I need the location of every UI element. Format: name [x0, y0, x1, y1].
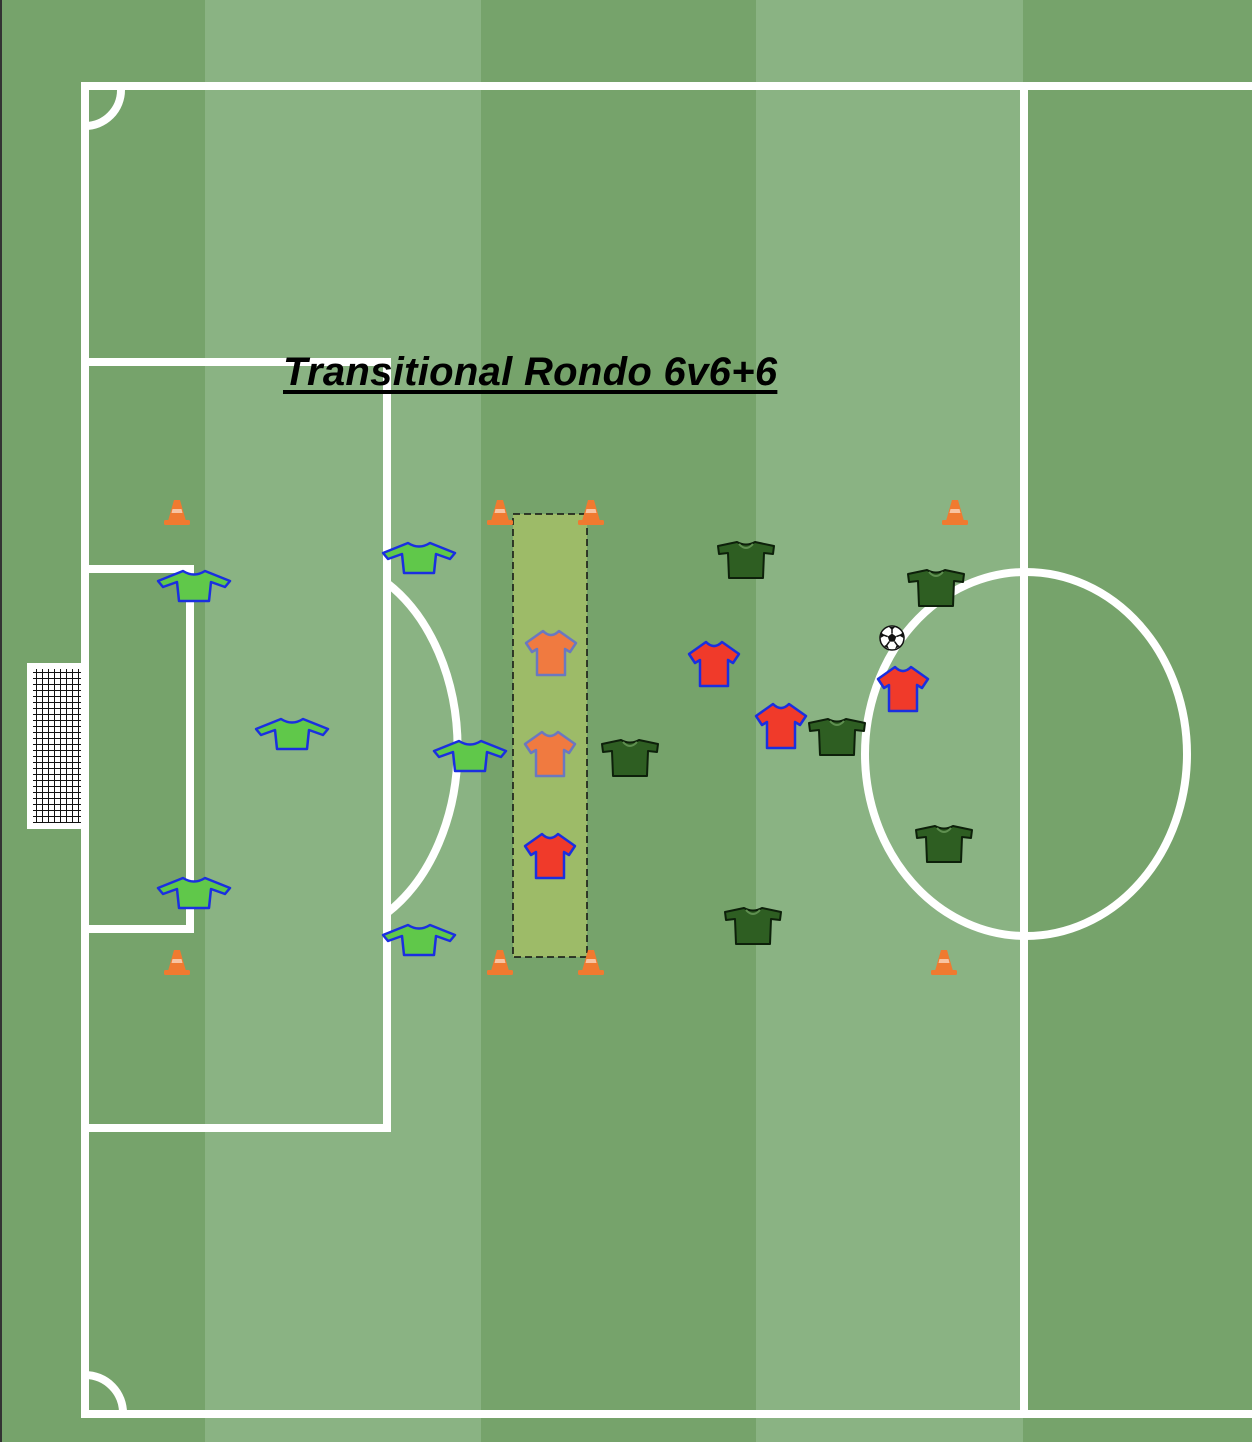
shirt-icon-darkgreen [724, 907, 782, 945]
shirt-icon-green [432, 739, 508, 773]
soccer-ball-icon [879, 625, 905, 651]
shirt-icon-red [754, 702, 808, 750]
shirt-icon-green [254, 717, 330, 751]
corner-arc-top [84, 89, 125, 130]
shirt-icon-green [381, 923, 457, 957]
shirt-icon-red [687, 640, 741, 688]
shirt-icon-darkgreen [808, 718, 866, 756]
drill-title: Transitional Rondo 6v6+6 [283, 350, 778, 394]
shirt-icon-darkgreen [907, 569, 965, 607]
shirt-icon-red [876, 665, 930, 713]
cone-icon [578, 500, 604, 525]
shirt-icon-red [523, 832, 577, 880]
cones [164, 500, 968, 975]
cone-icon [487, 500, 513, 525]
shirt-icon-darkgreen [717, 541, 775, 579]
shirt-icon-darkgreen [915, 825, 973, 863]
shirt-icon-green [156, 876, 232, 910]
shirt-icon-darkgreen [601, 739, 659, 777]
shirt-icon-green [381, 541, 457, 575]
cone-icon [578, 950, 604, 975]
cone-icon [931, 950, 957, 975]
goal-area [81, 565, 194, 933]
corner-arc-bottom [84, 1371, 128, 1415]
cone-icon [942, 500, 968, 525]
cone-icon [164, 950, 190, 975]
centre-circle [861, 568, 1191, 940]
shirt-icon-green [156, 569, 232, 603]
players [156, 541, 973, 957]
shirt-icon-orange [523, 730, 577, 778]
cone-icon [164, 500, 190, 525]
left-edge-border [0, 0, 2, 1442]
shirt-icon-orange [524, 629, 578, 677]
goal-net-icon [27, 663, 83, 829]
cone-icon [487, 950, 513, 975]
